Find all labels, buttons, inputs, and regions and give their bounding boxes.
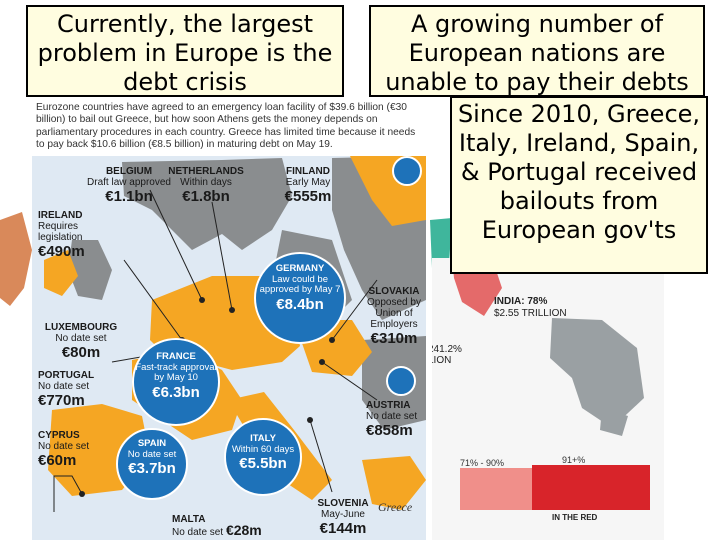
slovakia-amount: €310m bbox=[370, 330, 418, 347]
india-debt-label: INDIA: 78% $2.55 TRILLION bbox=[494, 296, 567, 319]
label-portugal: PORTUGAL No date set €770m bbox=[38, 370, 118, 410]
label-austria: AUSTRIA No date set €858m bbox=[366, 400, 426, 440]
unable-to-pay-box: A growing number of European nations are… bbox=[369, 5, 705, 97]
label-netherlands: NETHERLANDS Within days €1.8bn bbox=[156, 166, 256, 206]
italy-amount: €5.5bn bbox=[239, 455, 287, 472]
spain-bubble: SPAIN No date set €3.7bn bbox=[116, 428, 188, 500]
cyprus-amount: €60m bbox=[38, 452, 77, 469]
scandinavia-land bbox=[122, 158, 292, 250]
debt-percent-unit: LION bbox=[432, 355, 452, 366]
label-slovakia: SLOVAKIA Opposed by Union of Employers €3… bbox=[362, 286, 426, 348]
leader-lines bbox=[53, 189, 378, 512]
background-map-shape bbox=[0, 212, 32, 306]
spain-amount: €3.7bn bbox=[128, 460, 176, 477]
india-debt-amount: $2.55 TRILLION bbox=[494, 308, 567, 319]
france-amount: €6.3bn bbox=[152, 383, 200, 401]
debt-percent-label: 241.2% LION bbox=[432, 344, 462, 366]
label-cyprus: CYPRUS No date set €60m bbox=[38, 430, 98, 470]
belgium-amount: €1.1bn bbox=[105, 188, 153, 205]
label-luxembourg: LUXEMBOURG No date set €80m bbox=[38, 322, 124, 362]
bailouts-box: Since 2010, Greece, Italy, Ireland, Spai… bbox=[450, 96, 708, 274]
france-bubble: FRANCE Fast-track approval by May 10 €6.… bbox=[132, 338, 220, 426]
eurozone-bailout-map: Eurozone countries have agreed to an eme… bbox=[32, 100, 426, 540]
greece-land bbox=[362, 456, 426, 510]
debt-percent-value: 241.2% bbox=[432, 344, 462, 355]
ireland-amount: €490m bbox=[38, 243, 85, 260]
legend-range-low: 71% - 90% bbox=[460, 458, 505, 468]
malta-amount: €28m bbox=[225, 522, 262, 538]
debt-infographic: INDIA: 78% $2.55 TRILLION 241.2% LION 71… bbox=[432, 258, 664, 540]
ireland-land bbox=[44, 250, 78, 296]
debt-crisis-box: Currently, the largest problem in Europe… bbox=[26, 5, 344, 97]
germany-bubble: GERMANY Law could be approved by May 7 €… bbox=[254, 252, 346, 344]
portugal-amount: €770m bbox=[38, 392, 85, 409]
legend-bar-high bbox=[532, 465, 650, 510]
netherlands-amount: €1.8bn bbox=[182, 188, 230, 205]
label-belgium: BELGIUM Draft law approved €1.1bn bbox=[84, 166, 174, 206]
label-ireland: IRELAND Requires legislation €490m bbox=[38, 210, 122, 261]
label-finland: FINLAND Early May €555m bbox=[276, 166, 340, 206]
finland-bubble bbox=[392, 156, 422, 186]
in-the-red-label: IN THE RED bbox=[552, 513, 598, 522]
luxembourg-amount: €80m bbox=[61, 344, 101, 361]
austria-amount: €858m bbox=[366, 422, 413, 439]
intro-text: Eurozone countries have agreed to an eme… bbox=[36, 102, 416, 151]
italy-bubble: ITALY Within 60 days €5.5bn bbox=[224, 418, 302, 496]
uk-land bbox=[68, 240, 112, 300]
legend-range-high: 91+% bbox=[562, 455, 586, 465]
slovenia-amount: €144m bbox=[319, 520, 367, 537]
germany-amount: €8.4bn bbox=[276, 295, 324, 313]
label-slovenia: SLOVENIA May-June €144m bbox=[308, 498, 378, 538]
label-malta: MALTA No date set €28m bbox=[172, 514, 262, 538]
austria-bubble bbox=[386, 366, 416, 396]
greece-label: Greece bbox=[378, 500, 413, 514]
finland-amount: €555m bbox=[284, 188, 332, 205]
